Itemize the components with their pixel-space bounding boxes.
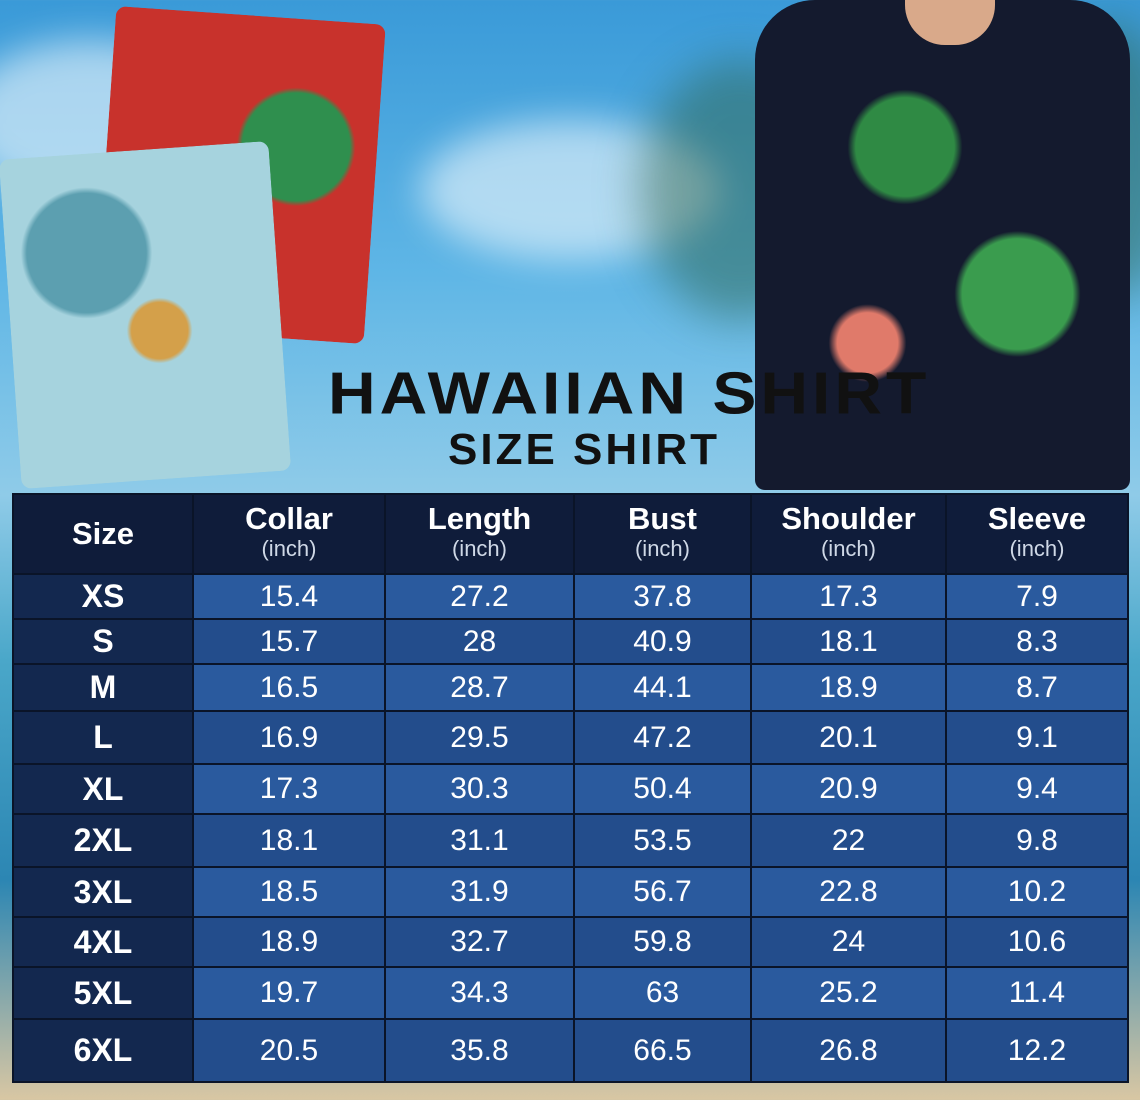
measurement-cell: 47.2 [573, 710, 752, 765]
size-cell: L [12, 710, 194, 765]
table-row: 2XL 18.1 31.1 53.5 22 9.8 [12, 813, 1129, 868]
measurement-cell: 34.3 [384, 966, 575, 1020]
column-label: Bust [628, 501, 697, 536]
table-row: XS 15.4 27.2 37.8 17.3 7.9 [12, 573, 1129, 620]
measurement-cell: 15.4 [192, 573, 386, 620]
size-cell: 5XL [12, 966, 194, 1020]
size-cell: 2XL [12, 813, 194, 868]
measurement-cell: 63 [573, 966, 752, 1020]
column-label: Size [71, 516, 135, 551]
measurement-cell: 10.2 [945, 866, 1129, 918]
column-header-size: Size [12, 493, 194, 575]
measurement-cell: 18.1 [750, 618, 947, 665]
measurement-cell: 53.5 [573, 813, 752, 868]
measurement-cell: 17.3 [750, 573, 947, 620]
measurement-cell: 16.5 [192, 663, 386, 712]
column-unit: (inch) [1009, 536, 1065, 561]
size-cell: M [12, 663, 194, 712]
column-unit: (inch) [261, 536, 317, 561]
model-wearing-shirt-image [755, 0, 1130, 490]
page-title: HAWAIIAN SHIRT [328, 359, 931, 427]
measurement-cell: 7.9 [945, 573, 1129, 620]
size-cell: 4XL [12, 916, 194, 968]
column-label: Collar [245, 501, 333, 536]
measurement-cell: 18.9 [192, 916, 386, 968]
table-row: 4XL 18.9 32.7 59.8 24 10.6 [12, 916, 1129, 968]
column-header-sleeve: Sleeve (inch) [945, 493, 1129, 575]
table-row: 3XL 18.5 31.9 56.7 22.8 10.2 [12, 866, 1129, 918]
measurement-cell: 44.1 [573, 663, 752, 712]
measurement-cell: 22 [750, 813, 947, 868]
size-cell: S [12, 618, 194, 665]
table-row: 6XL 20.5 35.8 66.5 26.8 12.2 [12, 1018, 1129, 1083]
measurement-cell: 16.9 [192, 710, 386, 765]
table-row: XL 17.3 30.3 50.4 20.9 9.4 [12, 763, 1129, 815]
column-header-bust: Bust (inch) [573, 493, 752, 575]
measurement-cell: 18.5 [192, 866, 386, 918]
column-label: Length [427, 501, 532, 536]
column-unit: (inch) [820, 536, 876, 561]
size-cell: XL [12, 763, 194, 815]
column-unit: (inch) [451, 536, 507, 561]
measurement-cell: 20.9 [750, 763, 947, 815]
table-header-row: Size Collar (inch) Length (inch) Bust (inch) Sh… [12, 493, 1129, 575]
measurement-cell: 15.7 [192, 618, 386, 665]
table-row: L 16.9 29.5 47.2 20.1 9.1 [12, 710, 1129, 765]
column-label: Shoulder [781, 501, 916, 536]
measurement-cell: 32.7 [384, 916, 575, 968]
measurement-cell: 28 [384, 618, 575, 665]
measurement-cell: 31.1 [384, 813, 575, 868]
column-label: Sleeve [987, 501, 1087, 536]
measurement-cell: 66.5 [573, 1018, 752, 1083]
measurement-cell: 56.7 [573, 866, 752, 918]
measurement-cell: 11.4 [945, 966, 1129, 1020]
measurement-cell: 29.5 [384, 710, 575, 765]
measurement-cell: 27.2 [384, 573, 575, 620]
measurement-cell: 50.4 [573, 763, 752, 815]
measurement-cell: 28.7 [384, 663, 575, 712]
measurement-cell: 26.8 [750, 1018, 947, 1083]
table-row: S 15.7 28 40.9 18.1 8.3 [12, 618, 1129, 665]
blue-folded-shirt-image [0, 140, 292, 490]
measurement-cell: 25.2 [750, 966, 947, 1020]
measurement-cell: 17.3 [192, 763, 386, 815]
measurement-cell: 19.7 [192, 966, 386, 1020]
measurement-cell: 24 [750, 916, 947, 968]
measurement-cell: 9.1 [945, 710, 1129, 765]
measurement-cell: 37.8 [573, 573, 752, 620]
table-row: 5XL 19.7 34.3 63 25.2 11.4 [12, 966, 1129, 1020]
measurement-cell: 22.8 [750, 866, 947, 918]
measurement-cell: 18.1 [192, 813, 386, 868]
measurement-cell: 12.2 [945, 1018, 1129, 1083]
background-cloud [420, 120, 720, 260]
measurement-cell: 59.8 [573, 916, 752, 968]
column-unit: (inch) [634, 536, 690, 561]
measurement-cell: 31.9 [384, 866, 575, 918]
measurement-cell: 30.3 [384, 763, 575, 815]
measurement-cell: 20.5 [192, 1018, 386, 1083]
measurement-cell: 8.7 [945, 663, 1129, 712]
measurement-cell: 40.9 [573, 618, 752, 665]
column-header-length: Length (inch) [384, 493, 575, 575]
size-cell: XS [12, 573, 194, 620]
table-row: M 16.5 28.7 44.1 18.9 8.7 [12, 663, 1129, 712]
column-header-collar: Collar (inch) [192, 493, 386, 575]
measurement-cell: 9.4 [945, 763, 1129, 815]
measurement-cell: 9.8 [945, 813, 1129, 868]
measurement-cell: 20.1 [750, 710, 947, 765]
column-header-shoulder: Shoulder (inch) [750, 493, 947, 575]
measurement-cell: 35.8 [384, 1018, 575, 1083]
size-cell: 6XL [12, 1018, 194, 1083]
page-subtitle: SIZE SHIRT [448, 425, 721, 474]
size-chart-table: Size Collar (inch) Length (inch) Bust (inch) Sh… [12, 493, 1129, 1083]
measurement-cell: 18.9 [750, 663, 947, 712]
size-cell: 3XL [12, 866, 194, 918]
measurement-cell: 10.6 [945, 916, 1129, 968]
measurement-cell: 8.3 [945, 618, 1129, 665]
